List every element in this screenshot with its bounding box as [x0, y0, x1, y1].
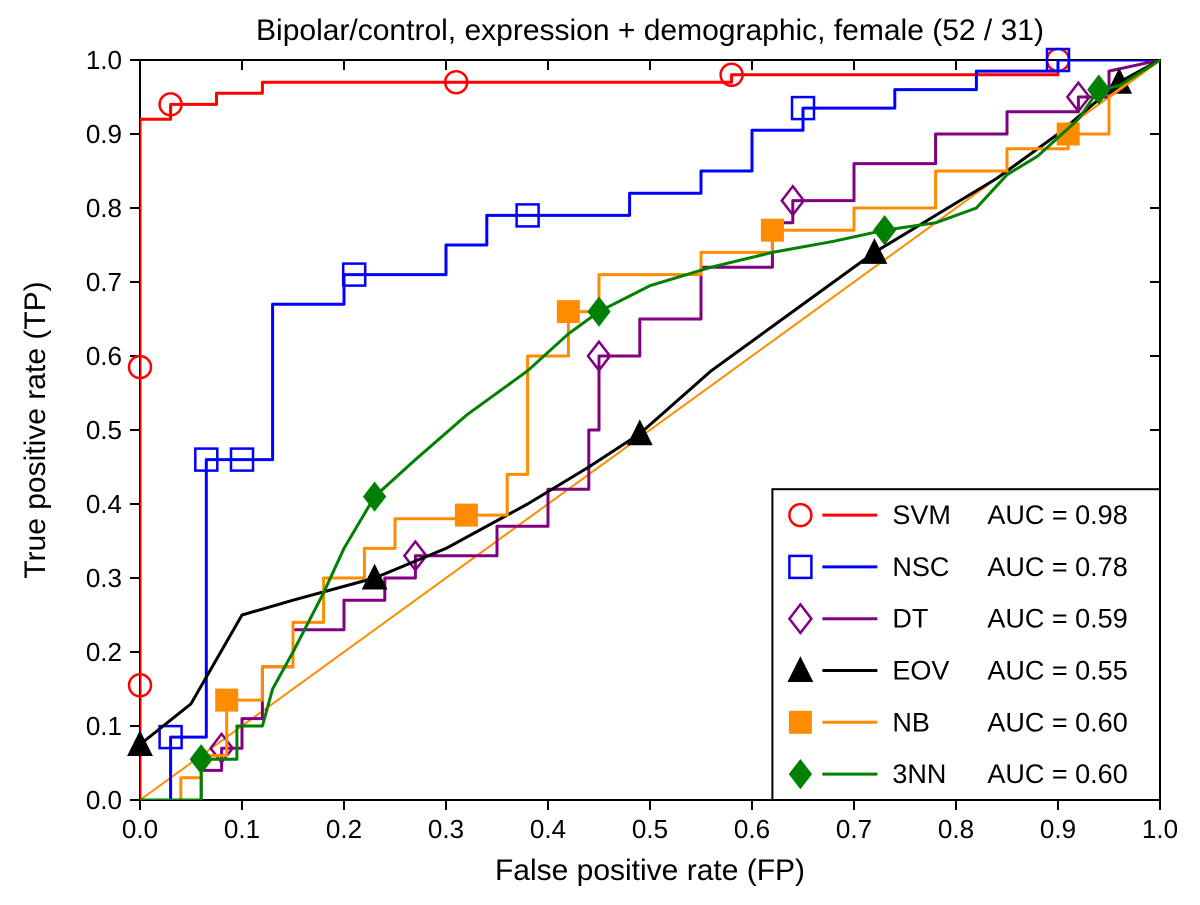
y-tick-label: 0.7 [86, 267, 122, 297]
y-tick-label: 0.1 [86, 711, 122, 741]
y-tick-label: 0.3 [86, 563, 122, 593]
x-tick-label: 0.0 [122, 814, 158, 844]
y-tick-label: 0.8 [86, 193, 122, 223]
legend-name: EOV [892, 656, 949, 686]
x-tick-label: 0.1 [224, 814, 260, 844]
x-tick-label: 0.5 [632, 814, 668, 844]
x-tick-label: 1.0 [1142, 814, 1178, 844]
y-tick-label: 0.4 [86, 489, 122, 519]
x-tick-label: 0.2 [326, 814, 362, 844]
legend-auc: AUC = 0.98 [987, 500, 1127, 530]
y-tick-label: 0.2 [86, 637, 122, 667]
legend-auc: AUC = 0.55 [987, 656, 1127, 686]
legend: SVM AUC = 0.98 NSC AUC = 0.78 DT AUC = 0.59 EO… [772, 489, 1160, 800]
legend-auc: AUC = 0.78 [987, 552, 1127, 582]
legend-auc: AUC = 0.60 [987, 759, 1127, 789]
roc-chart: Bipolar/control, expression + demographi… [0, 0, 1200, 905]
x-tick-label: 0.3 [428, 814, 464, 844]
x-axis-label: False positive rate (FP) [495, 854, 805, 887]
legend-auc: AUC = 0.60 [987, 707, 1127, 737]
chart-title: Bipolar/control, expression + demographi… [256, 14, 1044, 47]
x-tick-label: 0.8 [938, 814, 974, 844]
x-tick-label: 0.4 [530, 814, 566, 844]
x-tick-label: 0.6 [734, 814, 770, 844]
y-axis-label: True positive rate (TP) [19, 281, 52, 578]
x-tick-label: 0.9 [1040, 814, 1076, 844]
legend-auc: AUC = 0.59 [987, 604, 1127, 634]
y-tick-label: 1.0 [86, 45, 122, 75]
y-tick-label: 0.0 [86, 785, 122, 815]
legend-name: SVM [892, 500, 951, 530]
x-tick-label: 0.7 [836, 814, 872, 844]
y-tick-label: 0.6 [86, 341, 122, 371]
y-tick-label: 0.5 [86, 415, 122, 445]
legend-name: NSC [892, 552, 949, 582]
legend-name: DT [892, 604, 928, 634]
chart-svg: Bipolar/control, expression + demographi… [0, 0, 1200, 905]
legend-name: NB [892, 707, 930, 737]
y-tick-label: 0.9 [86, 119, 122, 149]
legend-name: 3NN [892, 759, 946, 789]
